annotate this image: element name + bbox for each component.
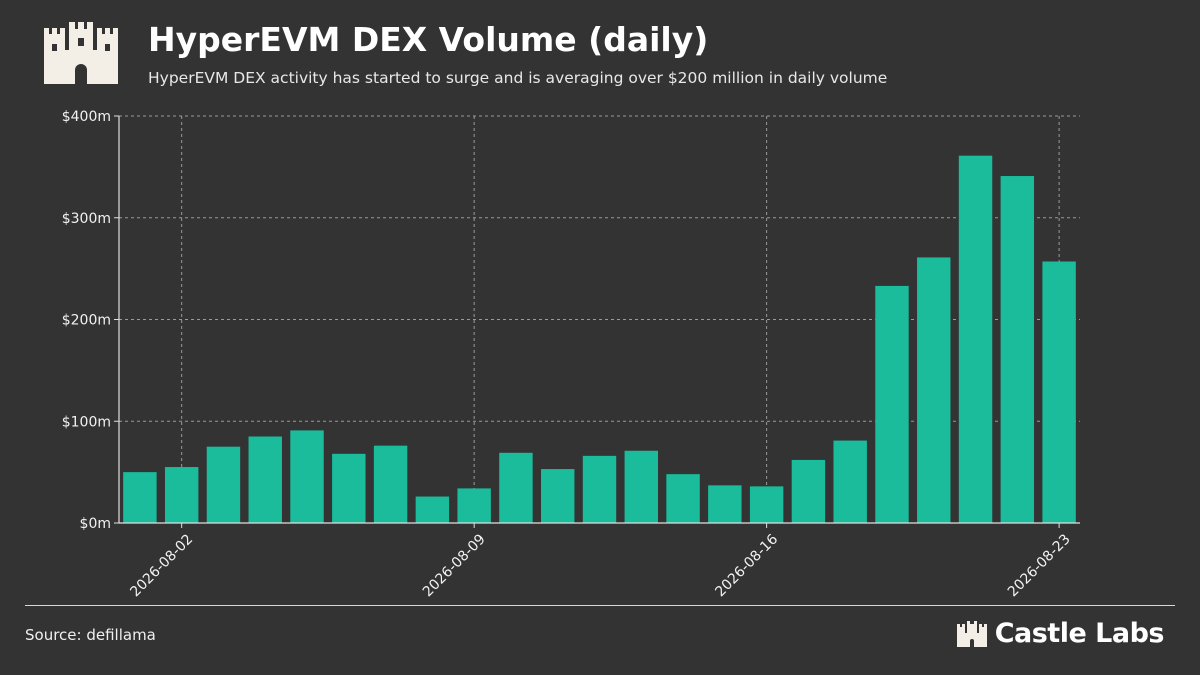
bar <box>582 455 617 523</box>
bar <box>415 496 450 523</box>
castle-icon <box>956 620 987 647</box>
bar <box>248 436 282 523</box>
bar <box>373 445 408 523</box>
bar <box>958 155 993 523</box>
bar <box>708 485 742 523</box>
page-subtitle: HyperEVM DEX activity has started to sur… <box>148 69 888 87</box>
bar <box>791 459 826 523</box>
x-tick-label: 2026-08-02 <box>127 531 196 600</box>
x-tick-label: 2026-08-23 <box>1005 531 1074 600</box>
footer-divider <box>25 605 1175 606</box>
bar <box>833 440 867 523</box>
bar <box>749 486 784 523</box>
bar <box>206 446 241 523</box>
x-tick-label: 2026-08-09 <box>420 531 489 600</box>
bar <box>332 453 366 523</box>
y-tick-label: $100m <box>62 414 111 430</box>
brand-name: Castle Labs <box>994 618 1165 649</box>
bar <box>164 467 199 523</box>
bar <box>875 285 909 523</box>
y-tick-label: $300m <box>62 211 111 227</box>
y-tick-label: $200m <box>62 313 111 329</box>
bar <box>290 430 324 523</box>
bar <box>499 452 533 523</box>
y-tick-label: $0m <box>80 516 111 532</box>
bar-layer <box>123 155 1076 523</box>
bar <box>917 257 951 523</box>
bar <box>123 472 157 523</box>
bar <box>541 469 575 523</box>
brand-logo: Castle Labs <box>956 618 1165 649</box>
x-tick-label: 2026-08-16 <box>712 531 781 600</box>
bar <box>457 488 491 523</box>
castle-icon <box>44 22 118 84</box>
page-title: HyperEVM DEX Volume (daily) <box>148 20 709 59</box>
bar <box>624 450 658 523</box>
bar <box>666 474 700 523</box>
source-note: Source: defillama <box>25 626 156 644</box>
y-tick-label: $400m <box>62 109 111 125</box>
bar <box>1000 176 1035 523</box>
bar <box>1042 261 1076 523</box>
